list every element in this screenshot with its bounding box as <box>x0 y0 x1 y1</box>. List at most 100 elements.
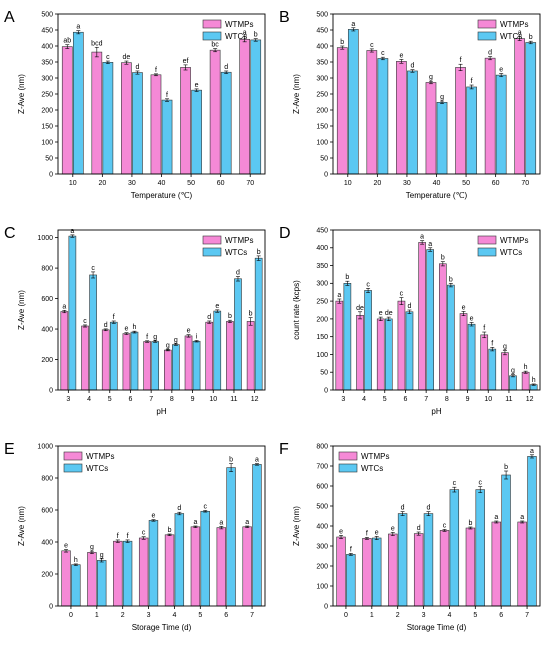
bar-wtmps <box>150 74 162 175</box>
x-tick-label: 6 <box>128 396 132 403</box>
bar-wtmps <box>61 46 73 175</box>
significance-letter: c <box>142 530 146 537</box>
significance-letter: c <box>400 291 404 298</box>
x-tick-label: 7 <box>149 396 153 403</box>
significance-letter: d <box>417 525 421 532</box>
y-tick-label: 100 <box>316 583 328 590</box>
bar-wtcs <box>109 321 118 391</box>
significance-letter: c <box>366 281 370 288</box>
y-tick-label: 300 <box>316 281 328 288</box>
bar-wtcs <box>252 464 262 607</box>
x-tick-label: 11 <box>230 396 237 403</box>
significance-letter: a <box>255 457 259 464</box>
x-tick-label: 11 <box>505 396 512 403</box>
significance-letter: a <box>494 514 498 521</box>
chart-b-svg: Bb c e g f d a a c d g f e b 0 50 100 150 200 250 300 350 400 4… <box>279 9 541 200</box>
x-tick-label: 4 <box>447 612 451 619</box>
significance-letter: ab <box>63 38 71 45</box>
legend-label-wtmps: WTMPs <box>86 452 114 461</box>
y-axis-label: Z-Ave (nm) <box>292 506 301 546</box>
significance-letter: e <box>195 82 199 89</box>
bar-wtcs <box>191 89 202 175</box>
x-tick-label: 20 <box>98 180 106 187</box>
bar-wtcs <box>151 341 159 391</box>
bar-wtmps <box>184 335 193 391</box>
x-tick-label: 2 <box>121 612 125 619</box>
y-tick-label: 250 <box>316 299 328 306</box>
significance-letter: g <box>503 344 507 351</box>
bar-wtmps <box>190 526 201 607</box>
x-tick-label: 6 <box>403 396 407 403</box>
y-tick-label: 700 <box>316 463 328 470</box>
significance-letter: f <box>491 340 493 347</box>
x-tick-label: 50 <box>187 180 195 187</box>
y-tick-label: 600 <box>41 296 53 303</box>
panel-label: E <box>4 441 15 458</box>
legend-label-wtmps: WTMPs <box>500 236 528 245</box>
bar-wtcs <box>250 39 262 175</box>
significance-letter: f <box>483 325 485 332</box>
y-tick-label: 0 <box>49 603 53 610</box>
significance-letter: b <box>345 274 349 281</box>
y-tick-label: 1000 <box>37 235 53 242</box>
significance-letter: b <box>229 457 233 464</box>
y-tick-label: 600 <box>316 483 328 490</box>
significance-letter: a <box>428 241 432 248</box>
legend-label-wtcs: WTCs <box>86 464 108 473</box>
x-axis-label: Temperature (℃) <box>406 191 468 200</box>
bar-wtmps <box>425 82 437 175</box>
x-tick-label: 7 <box>250 612 254 619</box>
bar-wtmps <box>335 300 344 391</box>
legend-label-wtcs: WTCs <box>500 32 522 41</box>
x-tick-label: 30 <box>128 180 136 187</box>
bar-wtmps <box>122 333 131 391</box>
bar-wtcs <box>436 102 448 175</box>
y-tick-label: 100 <box>41 139 53 146</box>
bar-wtcs <box>161 99 173 175</box>
bar-wtmps <box>480 334 489 391</box>
bar-wtcs <box>509 375 517 391</box>
legend-swatch-wtcs <box>63 463 83 473</box>
bar-wtcs <box>525 42 537 175</box>
y-tick-label: 600 <box>41 507 53 514</box>
y-tick-label: 0 <box>49 171 53 178</box>
significance-letter: a <box>243 30 247 37</box>
significance-letter: d <box>427 505 431 512</box>
significance-letter: e <box>339 528 343 535</box>
bar-wtcs <box>200 510 210 607</box>
x-tick-label: 12 <box>526 396 534 403</box>
significance-letter: a <box>337 292 341 299</box>
bar-wtmps <box>397 300 406 391</box>
significance-letter: d <box>408 303 412 310</box>
y-tick-label: 250 <box>316 91 328 98</box>
x-tick-label: 4 <box>172 612 176 619</box>
significance-letter: g <box>100 552 104 559</box>
x-tick-label: 3 <box>147 612 151 619</box>
bar-wtcs <box>172 344 180 391</box>
y-tick-label: 100 <box>316 139 328 146</box>
significance-letter: f <box>155 67 157 74</box>
y-tick-label: 400 <box>316 523 328 530</box>
bar-wtmps <box>418 242 426 391</box>
x-tick-label: 1 <box>370 612 374 619</box>
bar-wtmps <box>514 38 526 175</box>
y-tick-label: 50 <box>320 155 328 162</box>
significance-letter: d <box>136 64 140 71</box>
significance-letter: b <box>441 255 445 262</box>
y-tick-label: 200 <box>316 563 328 570</box>
y-tick-label: 50 <box>45 155 53 162</box>
bar-wtmps <box>180 67 191 175</box>
y-tick-label: 0 <box>49 387 53 394</box>
significance-letter: f <box>350 546 352 553</box>
x-tick-label: 8 <box>170 396 174 403</box>
significance-letter: d <box>411 63 415 70</box>
significance-letter: de <box>385 310 393 317</box>
significance-letter: a <box>520 514 524 521</box>
significance-letter: ef <box>183 58 189 65</box>
x-tick-label: 3 <box>66 396 70 403</box>
bar-wtcs <box>346 554 356 607</box>
x-tick-label: 5 <box>198 612 202 619</box>
